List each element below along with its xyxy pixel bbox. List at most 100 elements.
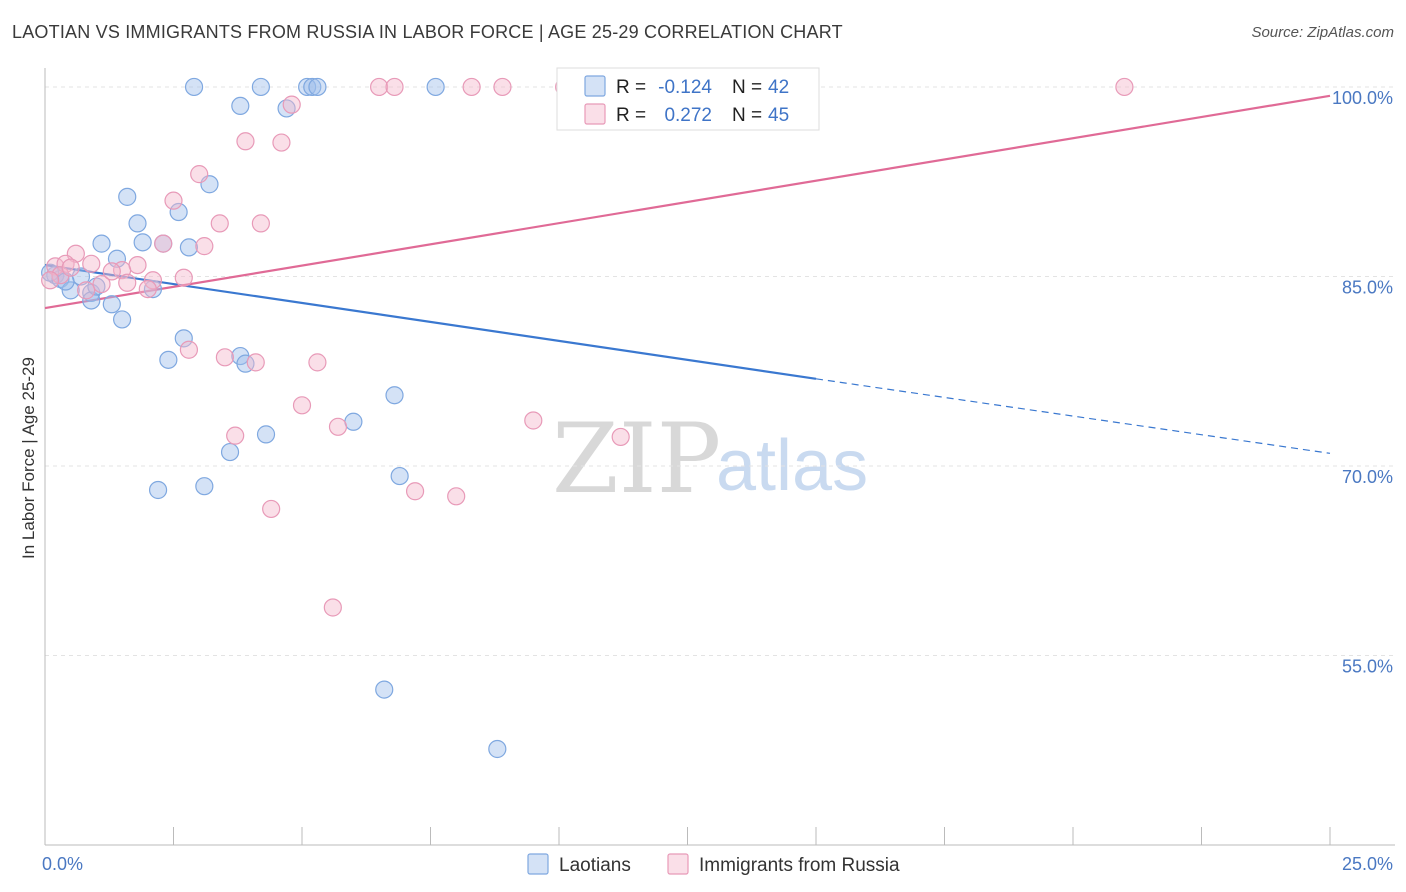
y-axis-label: In Labor Force | Age 25-29 xyxy=(19,357,38,559)
russia-point xyxy=(1115,77,1134,97)
russia-point xyxy=(143,271,163,290)
r-label: R = xyxy=(616,105,646,126)
r-label: R = xyxy=(616,77,646,98)
laotian-point xyxy=(488,739,507,759)
r-value: -0.124 xyxy=(658,77,712,98)
y-tick-label: 100.0% xyxy=(1332,88,1393,108)
russia-point xyxy=(251,214,270,233)
laotian-trend-line xyxy=(44,264,817,380)
laotian-point xyxy=(82,291,101,310)
y-tick-label: 85.0% xyxy=(1342,277,1393,297)
n-value: 42 xyxy=(768,77,789,98)
russia-point xyxy=(154,234,173,253)
n-label: N = xyxy=(732,77,762,98)
laotian-point xyxy=(102,295,121,314)
laotian-point xyxy=(169,202,188,222)
laotian-point xyxy=(308,77,327,97)
russia-point xyxy=(138,279,157,299)
russia-point xyxy=(61,258,80,277)
laotian-trend-extension xyxy=(815,378,1331,454)
laotian-point xyxy=(174,329,193,348)
russia-point xyxy=(328,417,348,436)
laotian-point xyxy=(112,310,132,329)
laotian-point xyxy=(426,77,445,97)
russia-point xyxy=(77,281,96,300)
russia-point xyxy=(308,353,327,372)
n-value: 45 xyxy=(768,105,789,126)
russia-point xyxy=(611,427,630,447)
y-tick-label: 55.0% xyxy=(1342,656,1393,676)
russia-point xyxy=(323,598,342,617)
laotian-series-swatch xyxy=(527,853,549,875)
russia-series-swatch xyxy=(667,853,689,875)
russia-point xyxy=(190,165,209,184)
laotian-point xyxy=(303,77,322,97)
laotian-point xyxy=(195,477,214,496)
laotian-point xyxy=(390,466,409,486)
chart-title: LAOTIAN VS IMMIGRANTS FROM RUSSIA IN LAB… xyxy=(12,22,843,42)
russia-point xyxy=(164,191,183,210)
russia-point xyxy=(51,266,70,285)
russia-point xyxy=(405,482,425,501)
laotian-point xyxy=(298,77,317,97)
laotian-point xyxy=(251,77,270,97)
trend-lines xyxy=(44,94,1331,454)
russia-point xyxy=(82,254,101,273)
russia-point xyxy=(102,262,121,281)
watermark-zip: ZIP xyxy=(552,403,721,515)
correlation-legend: R = -0.124 N = 42 R = 0.272 N = 45 xyxy=(556,67,820,131)
x-tick-label: 25.0% xyxy=(1342,854,1393,874)
laotian-point xyxy=(133,233,152,252)
laotian-point xyxy=(87,277,106,296)
russia-point xyxy=(118,273,137,292)
laotian-series-label: Laotians xyxy=(559,855,631,876)
russia-point xyxy=(246,353,265,372)
russia-point xyxy=(370,77,389,97)
russia-point xyxy=(385,77,404,97)
laotian-point xyxy=(220,442,240,462)
laotian-point xyxy=(385,386,404,405)
russia-point xyxy=(447,487,466,506)
data-points xyxy=(41,77,1134,759)
series-legend: Laotians Immigrants from Russia xyxy=(527,853,900,876)
russia-point xyxy=(292,396,312,415)
axes: 100.0% 85.0% 70.0% 55.0% 0.0% 25.0% xyxy=(42,68,1395,874)
russia-point xyxy=(92,274,111,294)
laotian-point xyxy=(231,96,250,116)
laotian-legend-swatch xyxy=(584,75,606,97)
laotian-point xyxy=(61,281,80,300)
r-value: 0.272 xyxy=(664,105,712,126)
russia-point xyxy=(282,95,301,114)
laotian-point xyxy=(159,350,178,369)
laotian-point xyxy=(179,238,199,257)
russia-point xyxy=(262,499,281,519)
laotian-point xyxy=(148,480,168,500)
russia-point xyxy=(210,214,229,233)
russia-point xyxy=(195,237,214,256)
russia-point xyxy=(174,268,193,287)
russia-point xyxy=(272,133,291,152)
laotian-point xyxy=(184,77,204,97)
n-label: N = xyxy=(732,105,762,126)
laotian-point xyxy=(375,680,394,699)
russia-point xyxy=(215,348,234,367)
russia-trend-line xyxy=(44,94,1331,310)
russia-point xyxy=(128,255,147,275)
chart-source: Source: ZipAtlas.com xyxy=(1251,24,1394,41)
laotian-point xyxy=(344,412,363,431)
russia-point xyxy=(462,77,481,97)
russia-point xyxy=(524,411,543,430)
laotian-point xyxy=(256,425,276,444)
russia-point xyxy=(236,132,255,151)
russia-series-label: Immigrants from Russia xyxy=(699,855,900,876)
laotian-point xyxy=(118,187,137,206)
x-tick-label: 0.0% xyxy=(42,854,83,874)
russia-legend-swatch xyxy=(584,103,606,125)
russia-point xyxy=(226,426,245,445)
y-tick-label: 70.0% xyxy=(1342,467,1393,487)
russia-point xyxy=(179,340,199,359)
laotian-point xyxy=(128,214,147,233)
russia-point xyxy=(493,77,512,97)
laotian-point xyxy=(92,234,111,253)
russia-point xyxy=(41,271,60,290)
